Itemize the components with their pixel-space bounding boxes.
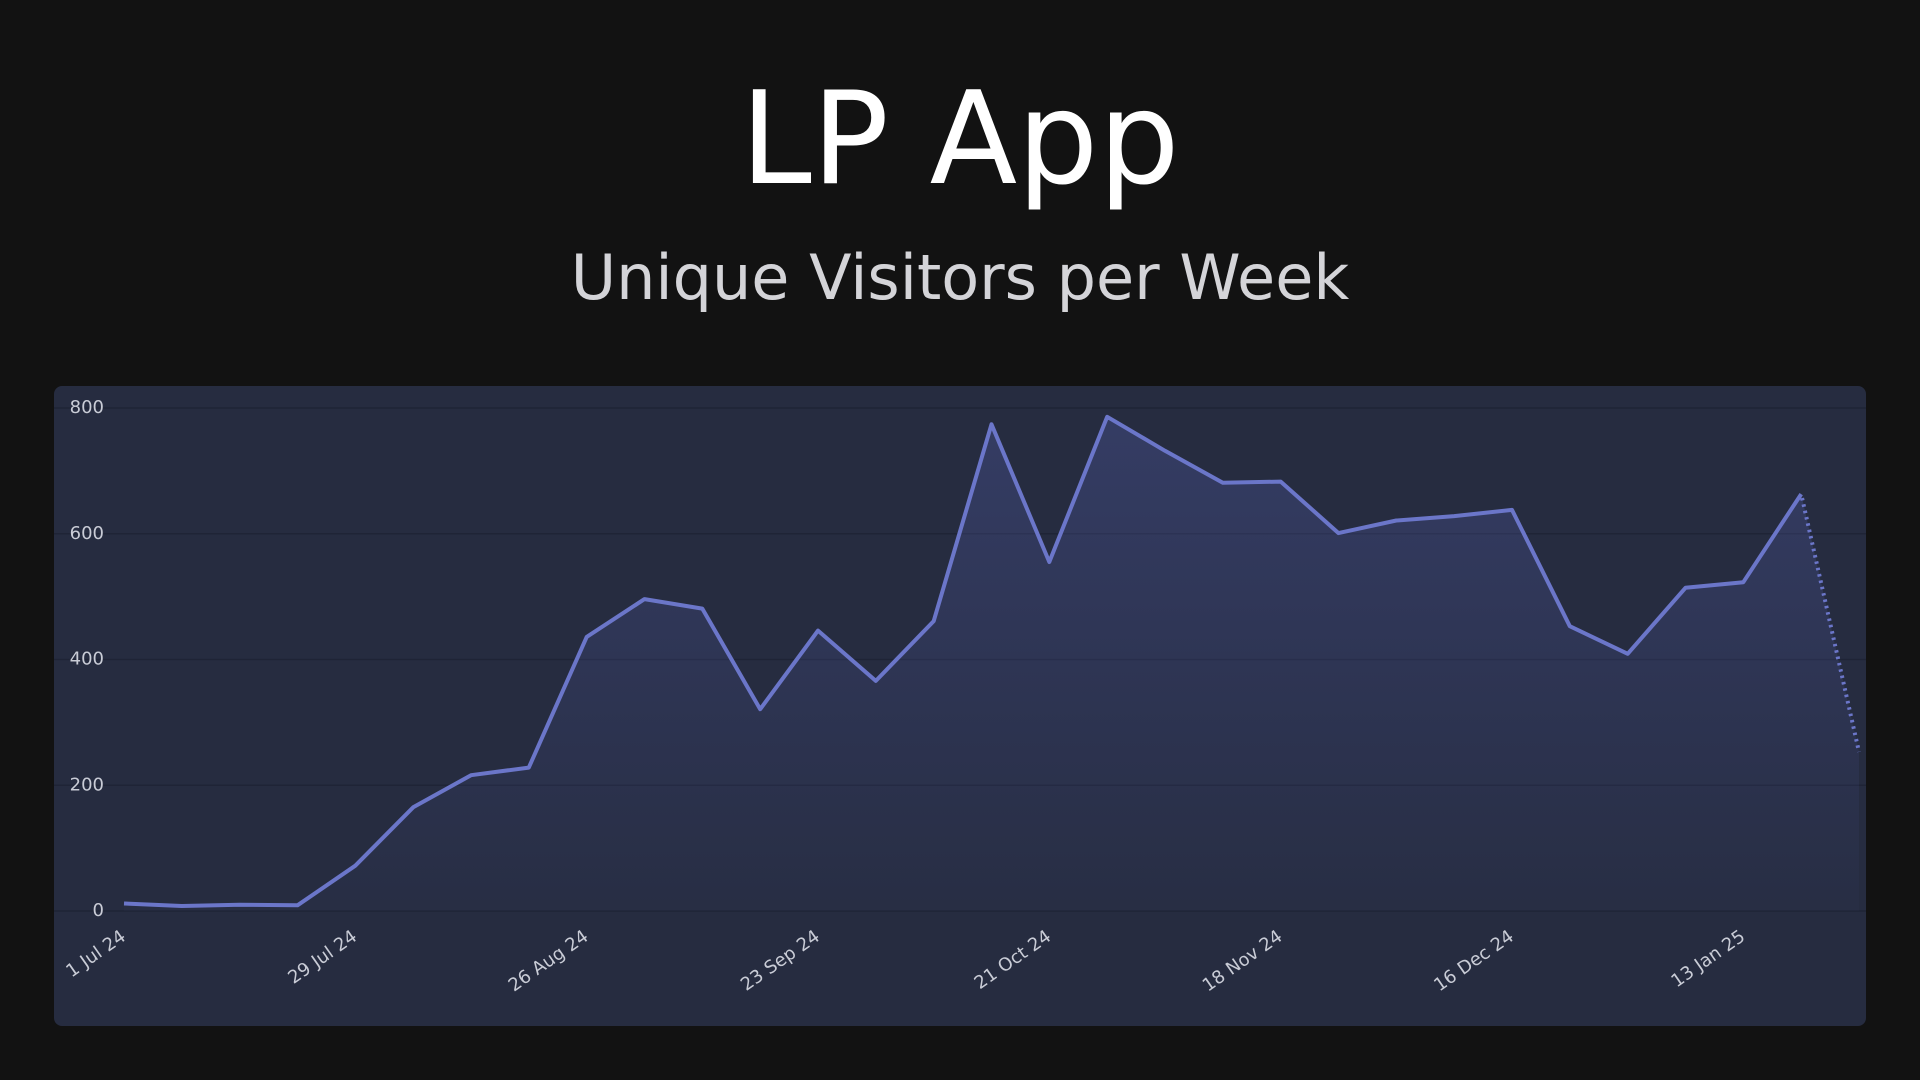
y-tick-label: 600 bbox=[70, 523, 104, 544]
y-tick-label: 400 bbox=[70, 649, 104, 670]
y-tick-label: 800 bbox=[70, 397, 104, 418]
area bbox=[124, 416, 1859, 911]
y-tick-label: 200 bbox=[70, 774, 104, 795]
line bbox=[123, 414, 1861, 908]
chart-subtitle: Unique Visitors per Week bbox=[571, 241, 1350, 314]
y-tick-label: 0 bbox=[93, 900, 104, 921]
chart-title: LP App bbox=[740, 65, 1179, 214]
